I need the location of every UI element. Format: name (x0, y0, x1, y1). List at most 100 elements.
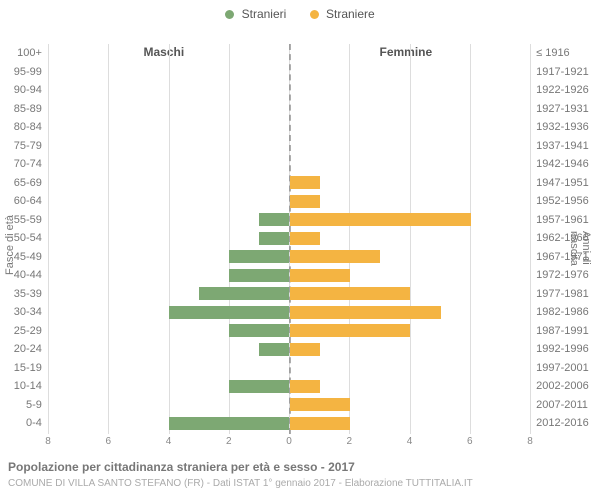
x-tick-label: 0 (286, 436, 292, 447)
bar-female (290, 213, 471, 226)
bar-female (290, 306, 441, 319)
pyramid-row: 85-89 1927-1931 (0, 100, 600, 119)
age-label: 60-64 (0, 195, 48, 207)
chart-subtitle: COMUNE DI VILLA SANTO STEFANO (FR) - Dat… (8, 478, 473, 489)
row-plot (48, 137, 530, 156)
pyramid-row: 90-94 1922-1926 (0, 81, 600, 100)
age-label: 85-89 (0, 103, 48, 115)
bar-female (290, 324, 411, 337)
legend-label-female: Straniere (326, 7, 375, 21)
y-axis-title-left: Fasce di età (4, 215, 16, 275)
age-label: 65-69 (0, 177, 48, 189)
birth-year-label: 1932-1936 (530, 121, 600, 133)
pyramid-row: 40-441972-1976 (0, 266, 600, 285)
birth-year-label: 1997-2001 (530, 362, 600, 374)
birth-year-label: 1992-1996 (530, 343, 600, 355)
pyramid-row: 80-84 1932-1936 (0, 118, 600, 137)
row-plot (48, 414, 530, 433)
pyramid-row: 0-42012-2016 (0, 414, 600, 433)
circle-icon (225, 10, 234, 19)
birth-year-label: 1942-1946 (530, 158, 600, 170)
pyramid-row: 60-64 1952-1956 (0, 192, 600, 211)
x-tick-label: 6 (467, 436, 473, 447)
bar-female (290, 250, 380, 263)
birth-year-label: 1927-1931 (530, 103, 600, 115)
pyramid-row: 75-791937-1941 (0, 137, 600, 156)
row-plot (48, 248, 530, 267)
row-plot (48, 266, 530, 285)
birth-year-label: 1917-1921 (530, 66, 600, 78)
row-plot (48, 285, 530, 304)
age-label: 10-14 (0, 380, 48, 392)
birth-year-label: 1957-1961 (530, 214, 600, 226)
bar-female (290, 417, 350, 430)
x-axis: 022446688 (48, 434, 530, 452)
row-plot (48, 340, 530, 359)
x-tick-label: 2 (346, 436, 352, 447)
bar-male (169, 306, 290, 319)
bar-male (229, 269, 289, 282)
age-label: 95-99 (0, 66, 48, 78)
bar-male (229, 324, 289, 337)
bar-male (199, 287, 289, 300)
x-tick-label: 2 (226, 436, 232, 447)
age-label: 25-29 (0, 325, 48, 337)
bar-female (290, 232, 320, 245)
bar-male (259, 232, 289, 245)
row-plot (48, 192, 530, 211)
bar-female (290, 380, 320, 393)
age-label: 35-39 (0, 288, 48, 300)
age-label: 100+ (0, 47, 48, 59)
pyramid-row: 70-741942-1946 (0, 155, 600, 174)
y-axis-title-right: Anni di nascita (568, 231, 592, 271)
bar-male (169, 417, 290, 430)
birth-year-label: 1977-1981 (530, 288, 600, 300)
birth-year-label: 1952-1956 (530, 195, 600, 207)
bar-male (229, 250, 289, 263)
x-tick-label: 4 (166, 436, 172, 447)
birth-year-label: 1922-1926 (530, 84, 600, 96)
row-plot (48, 81, 530, 100)
bar-female (290, 269, 350, 282)
x-tick-label: 4 (407, 436, 413, 447)
row-plot (48, 63, 530, 82)
row-plot (48, 303, 530, 322)
age-label: 90-94 (0, 84, 48, 96)
legend-label-male: Stranieri (242, 7, 287, 21)
age-label: 30-34 (0, 306, 48, 318)
birth-year-label: 1982-1986 (530, 306, 600, 318)
birth-year-label: ≤ 1916 (530, 47, 600, 59)
age-label: 15-19 (0, 362, 48, 374)
birth-year-label: 1987-1991 (530, 325, 600, 337)
pyramid-row: 25-29 1987-1991 (0, 322, 600, 341)
age-label: 80-84 (0, 121, 48, 133)
bar-female (290, 176, 320, 189)
chart-container: { "legend": {"male": "Stranieri", "femal… (0, 0, 600, 500)
row-plot (48, 229, 530, 248)
row-plot (48, 322, 530, 341)
row-plot (48, 44, 530, 63)
birth-year-label: 1937-1941 (530, 140, 600, 152)
pyramid-row: 95-99 1917-1921 (0, 63, 600, 82)
legend: Stranieri Straniere (0, 0, 600, 21)
birth-year-label: 1972-1976 (530, 269, 600, 281)
row-plot (48, 396, 530, 415)
birth-year-label: 2012-2016 (530, 417, 600, 429)
pyramid-row: 100+ ≤ 1916 (0, 44, 600, 63)
pyramid-row: 5-92007-2011 (0, 396, 600, 415)
pyramid-row: 35-39 1977-1981 (0, 285, 600, 304)
bar-male (259, 213, 289, 226)
row-plot (48, 174, 530, 193)
pyramid-row: 45-491967-1971 (0, 248, 600, 267)
legend-item-male: Stranieri (225, 7, 286, 21)
row-plot (48, 100, 530, 119)
pyramid-row: 20-24 1992-1996 (0, 340, 600, 359)
circle-icon (310, 10, 319, 19)
birth-year-label: 2007-2011 (530, 399, 600, 411)
row-plot (48, 377, 530, 396)
x-tick-label: 8 (45, 436, 51, 447)
age-label: 20-24 (0, 343, 48, 355)
row-plot (48, 359, 530, 378)
x-tick-label: 6 (105, 436, 111, 447)
population-pyramid: 100+ ≤ 1916 95-99 1917-1921 90-94 1922-1926 85… (0, 44, 600, 434)
